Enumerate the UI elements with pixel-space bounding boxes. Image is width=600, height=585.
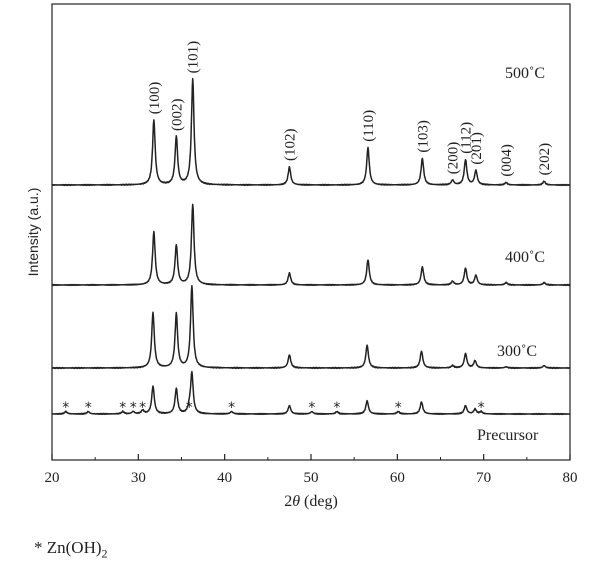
zn-oh2-marker-0: * (62, 400, 69, 416)
x-tick-label-6: 80 (563, 470, 578, 486)
axis-layer: 20 30 40 50 60 70 80 (45, 454, 578, 486)
series-line-3 (51, 370, 571, 416)
zn-oh2-marker-10: * (478, 400, 485, 416)
hkl-label-0: (100) (147, 82, 163, 115)
hkl-label-4: (110) (361, 110, 377, 142)
zn-oh2-marker-7: * (308, 400, 315, 416)
x-tick-label-2: 40 (217, 470, 232, 486)
series-line-2 (51, 284, 571, 370)
series-line-1 (51, 203, 571, 287)
legend-star-symbol: * (34, 538, 43, 557)
zn-oh2-marker-4: * (139, 400, 146, 416)
hkl-label-6: (200) (446, 142, 462, 175)
zn-oh2-marker-9: * (395, 400, 402, 416)
label-layer: 500˚C 400˚C 300˚C Precursor (100) (002) (101) (… (62, 41, 553, 444)
x-tick-label-4: 60 (390, 470, 405, 486)
series-label-3: Precursor (477, 427, 539, 444)
plot-frame (51, 3, 571, 461)
x-axis-title-prefix: 2 (284, 493, 292, 510)
hkl-label-5: (103) (415, 120, 431, 153)
hkl-label-1: (002) (169, 99, 185, 132)
series-line-0 (51, 77, 571, 187)
series-layer (51, 77, 571, 416)
zn-oh2-marker-5: * (186, 400, 193, 416)
x-tick-label-3: 50 (304, 470, 319, 486)
zn-oh2-marker-6: * (228, 400, 235, 416)
x-axis-title-suffix: (deg) (300, 493, 338, 510)
zn-oh2-marker-3: * (130, 400, 137, 416)
hkl-label-8: (201) (469, 132, 485, 165)
legend-text: Zn(OH) (46, 538, 102, 557)
zn-oh2-marker-1: * (85, 400, 92, 416)
series-label-2: 300˚C (497, 343, 537, 360)
hkl-label-10: (202) (537, 143, 553, 176)
legend-label: Zn(OH)2 (46, 538, 108, 561)
y-axis-title: Intensity (a.u.) (25, 188, 41, 277)
x-tick-label-5: 70 (476, 470, 491, 486)
hkl-label-9: (004) (499, 144, 515, 177)
hkl-label-3: (102) (282, 129, 298, 162)
x-axis-title-symbol: θ (292, 493, 300, 510)
x-tick-label-1: 30 (131, 470, 146, 486)
hkl-label-7: (112) (459, 122, 475, 154)
x-axis-title: 2θ (deg) (284, 493, 338, 510)
zn-oh2-marker-8: * (333, 400, 340, 416)
x-tick-label-0: 20 (45, 470, 60, 486)
hkl-label-2: (101) (186, 41, 202, 74)
legend: * Zn(OH)2 (34, 538, 108, 561)
zn-oh2-marker-2: * (119, 400, 126, 416)
legend-subscript: 2 (101, 546, 108, 561)
series-label-0: 500˚C (505, 65, 545, 82)
series-label-1: 400˚C (505, 249, 545, 266)
